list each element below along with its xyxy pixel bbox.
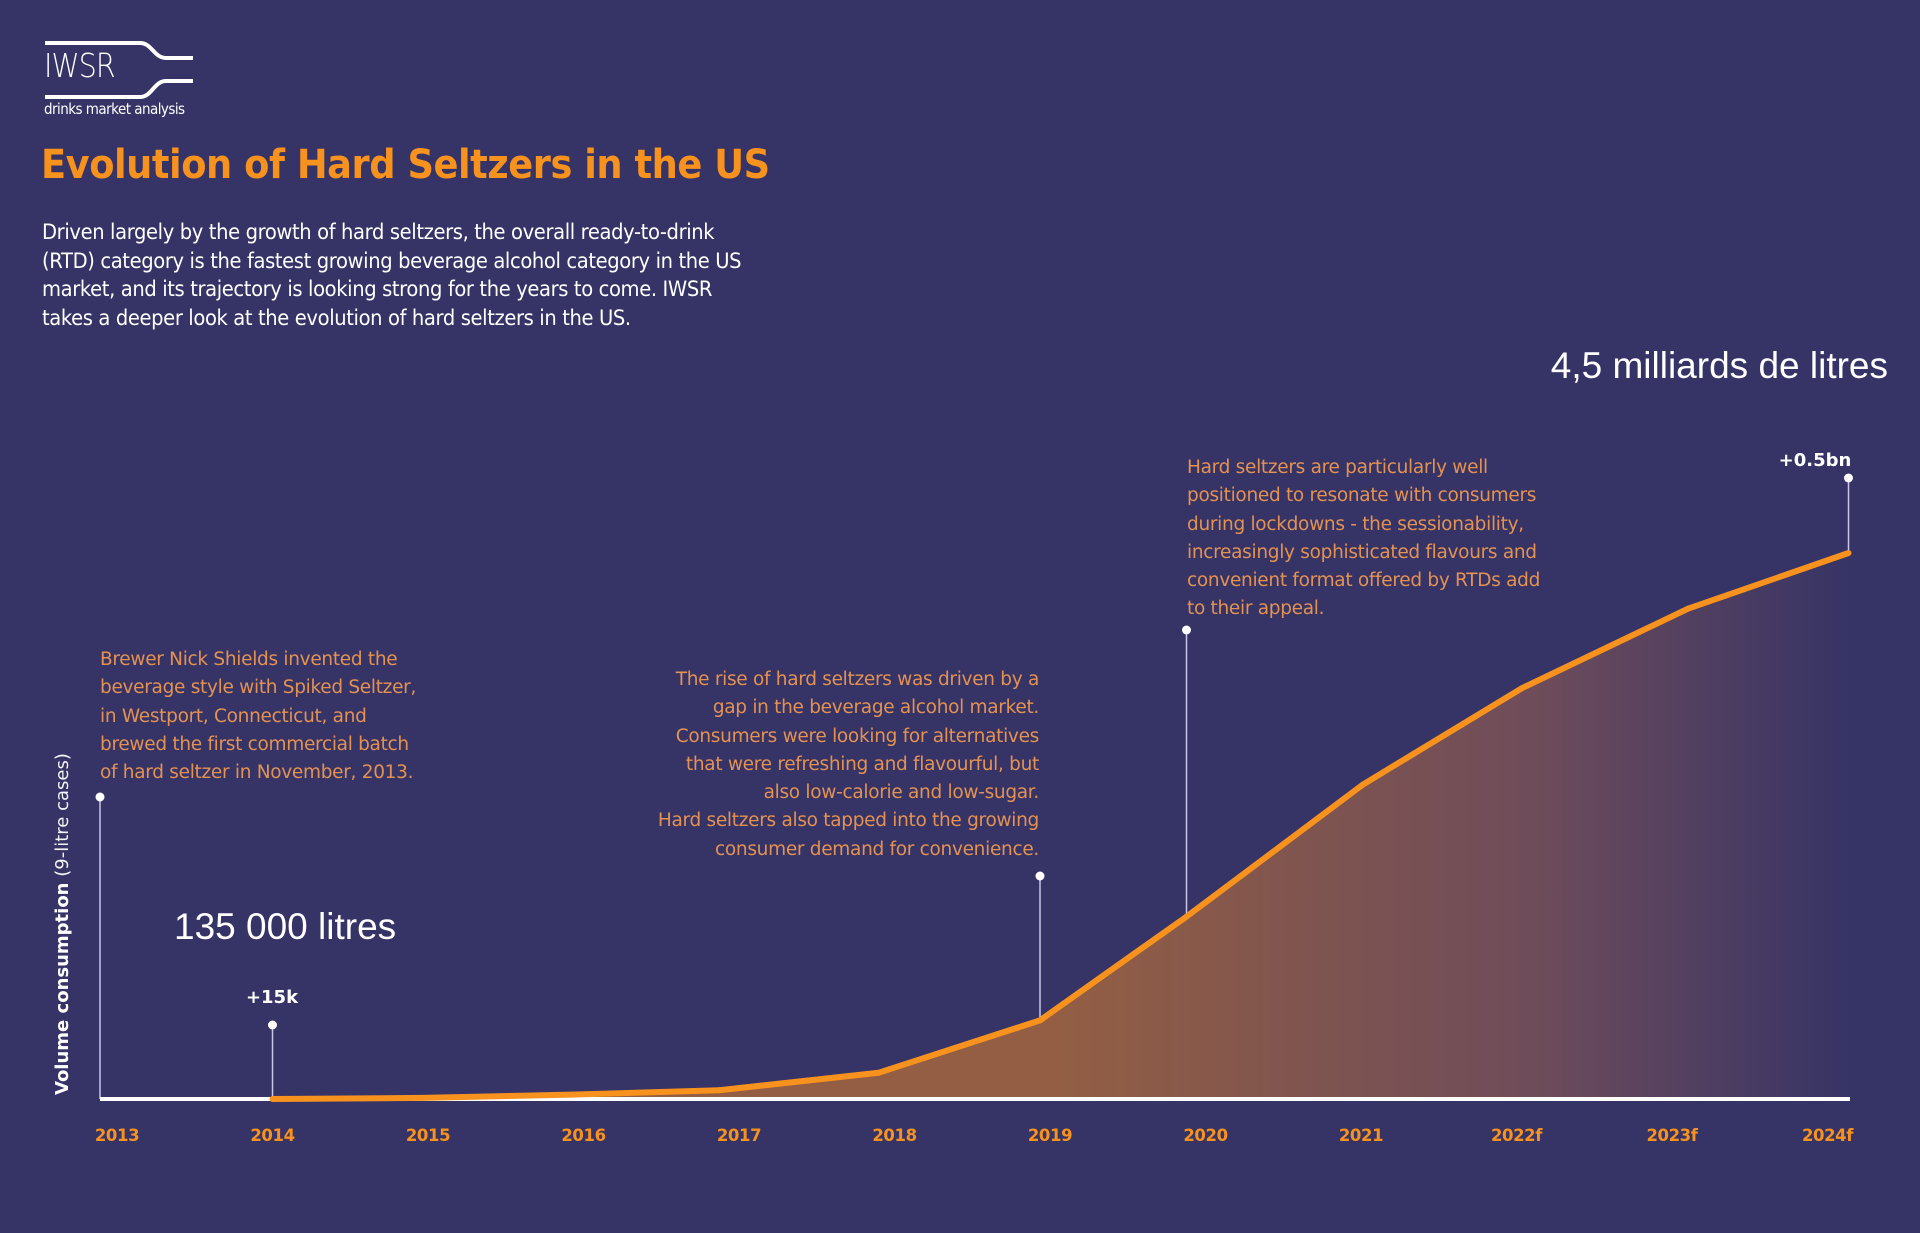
annotation-line: The rise of hard seltzers was driven by … xyxy=(675,669,1040,690)
annotation-dot-2014 xyxy=(268,1020,277,1030)
data-point-2017 xyxy=(717,1088,721,1093)
annotation-2020: Hard seltzers are particularly well posi… xyxy=(1187,454,1540,624)
line-segment-2019-2020 xyxy=(1037,913,1190,1024)
annotation-dot-2020 xyxy=(1182,625,1191,635)
annotation-line: in Westport, Connecticut, and xyxy=(100,705,367,727)
data-point-2018 xyxy=(876,1070,881,1075)
annotation-line: gap in the beverage alcohol market. xyxy=(712,697,1039,719)
marker-label-2014: +15k xyxy=(245,987,299,1008)
x-tick-label-2019: 2019 xyxy=(1027,1126,1073,1145)
x-tick-label-2014: 2014 xyxy=(250,1126,295,1145)
end-volume-callout: 4,5 milliards de litres xyxy=(1550,345,1888,386)
iwsr-logo: IWSR drinks market analysis xyxy=(44,40,204,122)
start-volume-callout: 135 000 litres xyxy=(174,906,397,947)
annotation-line: to their appeal. xyxy=(1187,598,1325,620)
page-title: Evolution of Hard Seltzers in the US xyxy=(41,142,770,188)
intro-paragraph: Driven largely by the growth of hard sel… xyxy=(42,218,832,332)
data-point-2016 xyxy=(569,1092,574,1097)
data-point-2019 xyxy=(1038,1018,1042,1023)
x-tick-label-2018: 2018 xyxy=(872,1126,917,1145)
area-fill xyxy=(272,553,1849,1099)
data-point-2022f xyxy=(1519,686,1524,691)
annotation-line: also low-calorie and low-sugar. xyxy=(763,782,1040,804)
x-tick-label-2022f: 2022f xyxy=(1490,1126,1543,1145)
line-segment-2014-2015 xyxy=(269,1094,426,1102)
annotation-line: beverage style with Spiked Seltzer, xyxy=(100,677,417,699)
annotation-line: Hard seltzers are particularly well xyxy=(1187,457,1488,478)
annotation-line: brewed the first commercial batch xyxy=(100,733,409,755)
line-segment-2016-2017 xyxy=(568,1087,722,1098)
line-segment-2020-2021 xyxy=(1183,781,1366,920)
annotation-line: Consumers were looking for alternatives xyxy=(675,725,1040,747)
x-tick-label-2017: 2017 xyxy=(716,1126,762,1145)
x-tick-label-2024f: 2024f xyxy=(1801,1126,1854,1145)
line-segment-2017-2018 xyxy=(716,1069,882,1094)
line-segment-2018-2019 xyxy=(875,1017,1043,1076)
annotation-line: Hard seltzers also tapped into the growi… xyxy=(657,810,1039,832)
intro-line: (RTD) category is the fastest growing be… xyxy=(42,248,742,273)
data-point-2020 xyxy=(1184,914,1189,919)
x-tick-label-2020: 2020 xyxy=(1183,1126,1228,1145)
x-tick-label-2015: 2015 xyxy=(405,1126,451,1145)
y-axis-label-unit: (9-litre cases) xyxy=(52,753,73,877)
annotation-dot-2019 xyxy=(1035,871,1045,881)
annotation-2013: Brewer Nick Shields invented the beverag… xyxy=(100,646,416,787)
annotation-line: increasingly sophisticated flavours and xyxy=(1187,541,1537,563)
marker-label-2024f: +0.5bn xyxy=(1778,450,1852,471)
annotation-line: of hard seltzer in November, 2013. xyxy=(100,762,414,784)
annotation-line: convenient format offered by RTDs add xyxy=(1187,570,1541,592)
bottle-outline-icon xyxy=(45,41,193,99)
data-point-2014 xyxy=(270,1096,275,1101)
x-tick-label-2021: 2021 xyxy=(1338,1126,1384,1145)
intro-line: takes a deeper look at the evolution of … xyxy=(42,305,631,330)
y-axis-label-main: Volume consumption xyxy=(52,882,73,1095)
annotation-line: during lockdowns - the sessionability, xyxy=(1187,513,1524,535)
logo-wordmark: IWSR xyxy=(44,46,116,85)
logo-tagline: drinks market analysis xyxy=(44,100,185,118)
line-segment-2022f-2023f xyxy=(1518,605,1691,692)
annotation-line: consumer demand for convenience. xyxy=(715,838,1039,860)
annotation-line: that were refreshing and flavourful, but xyxy=(685,753,1039,775)
line-segment-2015-2016 xyxy=(420,1091,575,1101)
annotation-2019: The rise of hard seltzers was driven by … xyxy=(658,666,1039,864)
x-tick-label-2023f: 2023f xyxy=(1646,1126,1698,1145)
intro-line: market, and its trajectory is looking st… xyxy=(42,277,713,301)
annotation-dot-2013 xyxy=(95,792,105,802)
x-tick-label-2016: 2016 xyxy=(561,1126,606,1145)
y-axis-label: Volume consumption (9-litre cases) xyxy=(52,753,73,1095)
data-point-2021 xyxy=(1361,782,1365,787)
data-point-2023f xyxy=(1686,606,1690,611)
line-segment-2021-2022f xyxy=(1360,685,1525,788)
annotation-dot-2024f xyxy=(1844,473,1853,483)
x-tick-label-2013: 2013 xyxy=(94,1126,140,1145)
data-point-2015 xyxy=(421,1095,425,1100)
data-point-2024f xyxy=(1846,551,1851,555)
line-segment-2023f-2024f xyxy=(1685,550,1852,612)
intro-line: Driven largely by the growth of hard sel… xyxy=(42,220,715,244)
annotation-line: positioned to resonate with consumers xyxy=(1187,485,1537,507)
annotation-line: Brewer Nick Shields invented the xyxy=(100,649,398,670)
